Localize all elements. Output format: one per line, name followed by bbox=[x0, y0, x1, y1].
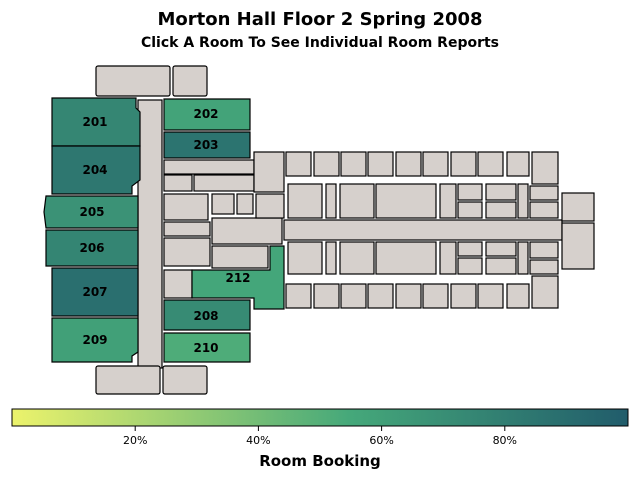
inner-room bbox=[517, 241, 529, 275]
room-205[interactable] bbox=[43, 195, 139, 229]
inner-room bbox=[325, 183, 337, 219]
service-room bbox=[211, 245, 269, 269]
service-room bbox=[253, 151, 285, 193]
office bbox=[531, 151, 559, 185]
inner-room bbox=[485, 183, 517, 201]
inner-room bbox=[529, 201, 559, 219]
inner-room bbox=[375, 183, 437, 219]
office bbox=[340, 151, 367, 177]
map-subtitle: Click A Room To See Individual Room Repo… bbox=[140, 35, 500, 51]
inner-room bbox=[457, 201, 483, 219]
service-room bbox=[193, 174, 255, 192]
office bbox=[313, 283, 340, 309]
service-room bbox=[236, 193, 254, 215]
service-room bbox=[163, 159, 255, 175]
room-202[interactable] bbox=[163, 98, 251, 131]
room-212-label: 212 bbox=[225, 271, 250, 285]
map-title: Morton Hall Floor 2 Spring 2008 bbox=[157, 9, 483, 30]
end-block bbox=[561, 192, 595, 222]
inner-room bbox=[529, 241, 559, 259]
corridor-east bbox=[283, 219, 563, 241]
office bbox=[477, 283, 504, 309]
service-room bbox=[255, 193, 285, 219]
room-204[interactable] bbox=[51, 145, 141, 195]
office bbox=[395, 283, 422, 309]
inner-room bbox=[339, 183, 375, 219]
service-room bbox=[163, 237, 211, 267]
service-room bbox=[163, 221, 211, 237]
inner-room bbox=[287, 241, 323, 275]
office bbox=[477, 151, 504, 177]
office bbox=[531, 275, 559, 309]
legend-title: Room Booking bbox=[259, 452, 381, 470]
room-209-label: 209 bbox=[82, 333, 107, 347]
room-208-label: 208 bbox=[193, 309, 218, 323]
office bbox=[285, 151, 312, 177]
inner-room bbox=[457, 257, 483, 275]
corridor-west bbox=[137, 99, 163, 369]
office bbox=[450, 283, 477, 309]
room-201-label: 201 bbox=[82, 115, 107, 129]
room-207[interactable] bbox=[51, 267, 139, 317]
inner-room bbox=[529, 185, 559, 201]
inner-room bbox=[325, 241, 337, 275]
office bbox=[395, 151, 422, 177]
service-room bbox=[211, 193, 235, 215]
room-203-label: 203 bbox=[193, 138, 218, 152]
legend-tick-label: 80% bbox=[493, 434, 517, 447]
office bbox=[422, 151, 449, 177]
room-206[interactable] bbox=[45, 229, 139, 267]
legend-tick-label: 40% bbox=[246, 434, 270, 447]
room-210-label: 210 bbox=[193, 341, 218, 355]
room-203[interactable] bbox=[163, 131, 251, 159]
room-212[interactable] bbox=[191, 245, 285, 310]
stair-block bbox=[95, 65, 171, 97]
inner-room bbox=[439, 183, 457, 219]
inner-room bbox=[439, 241, 457, 275]
legend: 20% 40% 60% 80% bbox=[11, 408, 629, 447]
legend-tick-label: 20% bbox=[123, 434, 147, 447]
inner-room bbox=[375, 241, 437, 275]
end-block bbox=[561, 222, 595, 270]
office bbox=[285, 283, 312, 309]
legend-color-bar bbox=[11, 408, 629, 427]
room-207-label: 207 bbox=[82, 285, 107, 299]
inner-room bbox=[485, 201, 517, 219]
inner-room bbox=[485, 257, 517, 275]
legend-tick-label: 60% bbox=[369, 434, 393, 447]
room-204-label: 204 bbox=[82, 163, 107, 177]
office bbox=[422, 283, 449, 309]
office bbox=[506, 283, 530, 309]
room-202-label: 202 bbox=[193, 107, 218, 121]
office bbox=[367, 283, 394, 309]
service-room bbox=[163, 193, 209, 221]
room-labels: 201 202 203 204 205 206 207 208 209 210 … bbox=[79, 107, 250, 355]
service-block bbox=[162, 365, 208, 395]
room-210[interactable] bbox=[163, 332, 251, 363]
corridor-link bbox=[211, 217, 283, 245]
inner-room bbox=[529, 259, 559, 275]
inner-room bbox=[457, 183, 483, 201]
inner-room bbox=[339, 241, 375, 275]
inner-room bbox=[457, 241, 483, 257]
office bbox=[340, 283, 367, 309]
room-206-label: 206 bbox=[79, 241, 104, 255]
office bbox=[367, 151, 394, 177]
inner-room bbox=[485, 241, 517, 257]
room-209[interactable] bbox=[51, 317, 139, 363]
bookable-rooms bbox=[43, 97, 285, 363]
service-room bbox=[163, 269, 193, 299]
service-room bbox=[163, 174, 193, 192]
service-block bbox=[172, 65, 208, 97]
office bbox=[313, 151, 340, 177]
stair-block bbox=[95, 365, 161, 395]
legend-ticks: 20% 40% 60% 80% bbox=[123, 426, 517, 447]
office bbox=[506, 151, 530, 177]
office bbox=[450, 151, 477, 177]
room-208[interactable] bbox=[163, 299, 251, 331]
inner-room bbox=[517, 183, 529, 219]
room-205-label: 205 bbox=[79, 205, 104, 219]
inner-room bbox=[287, 183, 323, 219]
